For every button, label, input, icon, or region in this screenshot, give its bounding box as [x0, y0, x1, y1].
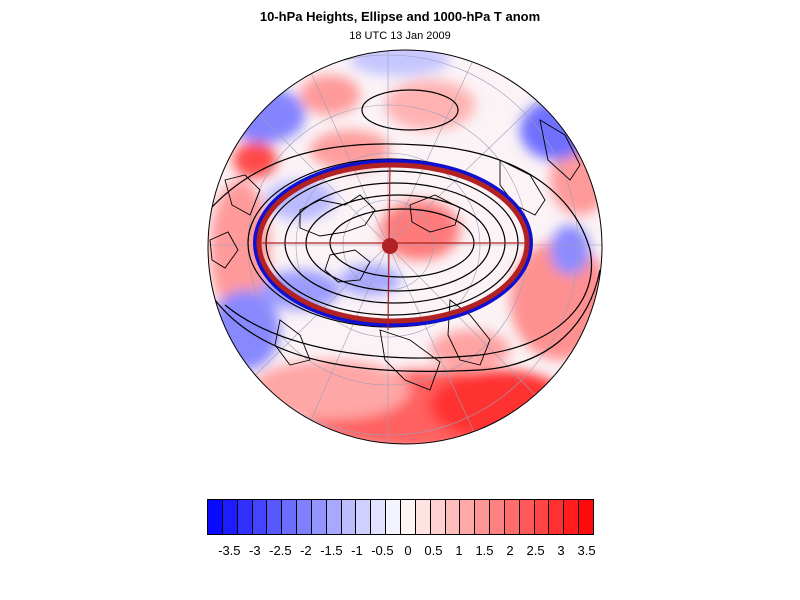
colorbar-tick-label: -1 — [351, 543, 363, 558]
globe-outline — [207, 49, 603, 445]
colorbar-tick-label: 0.5 — [424, 543, 443, 558]
vortex-ellipse — [253, 159, 533, 331]
colorbar-tick-label: -0.5 — [371, 543, 394, 558]
colorbar-swatch — [311, 500, 327, 534]
colorbar-swatch — [534, 500, 550, 534]
colorbar-swatch — [282, 500, 298, 534]
colorbar-tick-label: 2.5 — [526, 543, 545, 558]
colorbar-swatch — [415, 500, 431, 534]
colorbar-swatch — [237, 500, 253, 534]
colorbar-swatch — [430, 500, 446, 534]
colorbar-tick-label: 1.5 — [475, 543, 494, 558]
colorbar-tick-label: -1.5 — [320, 543, 343, 558]
colorbar-tick-label: -2 — [300, 543, 312, 558]
colorbar-swatch — [341, 500, 357, 534]
colorbar-swatch — [490, 500, 505, 534]
colorbar-swatch — [579, 500, 593, 534]
colorbar-tick-label: 3 — [557, 543, 565, 558]
coastlines — [209, 119, 581, 391]
colorbar-swatch — [222, 500, 238, 534]
colorbar-swatch — [356, 500, 372, 534]
chart-title: 10-hPa Heights, Ellipse and 1000-hPa T a… — [259, 9, 541, 24]
colorbar-swatch — [297, 500, 312, 534]
colorbar-tick-label: 0 — [404, 543, 412, 558]
colorbar-swatch — [460, 500, 476, 534]
colorbar-tick-label: 3.5 — [577, 543, 596, 558]
colorbar-swatch — [519, 500, 535, 534]
colorbar-tick-label: -2.5 — [269, 543, 292, 558]
colorbar-swatch — [475, 500, 491, 534]
colorbar-swatch — [504, 500, 520, 534]
colorbar — [207, 499, 594, 535]
map-globe — [208, 50, 602, 444]
colorbar-tick-label: -3 — [249, 543, 261, 558]
colorbar-swatch — [549, 500, 565, 534]
colorbar-swatch — [445, 500, 461, 534]
colorbar-tick-label: -3.5 — [218, 543, 241, 558]
colorbar-swatch — [386, 500, 401, 534]
colorbar-swatch — [564, 500, 580, 534]
colorbar-tick-label: 1 — [455, 543, 463, 558]
colorbar-tick-label: 2 — [506, 543, 514, 558]
colorbar-labels: -3.5 -3 -2.5 -2 -1.5 -1 -0.5 0 0.5 1 1.5 2 2.5 3 3.5 — [0, 543, 800, 563]
colorbar-swatch — [208, 500, 223, 534]
colorbar-swatch — [267, 500, 283, 534]
colorbar-swatch — [400, 500, 416, 534]
chart-subtitle: 18 UTC 13 Jan 2009 — [349, 30, 451, 42]
colorbar-swatch — [326, 500, 342, 534]
colorbar-swatch — [252, 500, 268, 534]
colorbar-swatch — [371, 500, 387, 534]
